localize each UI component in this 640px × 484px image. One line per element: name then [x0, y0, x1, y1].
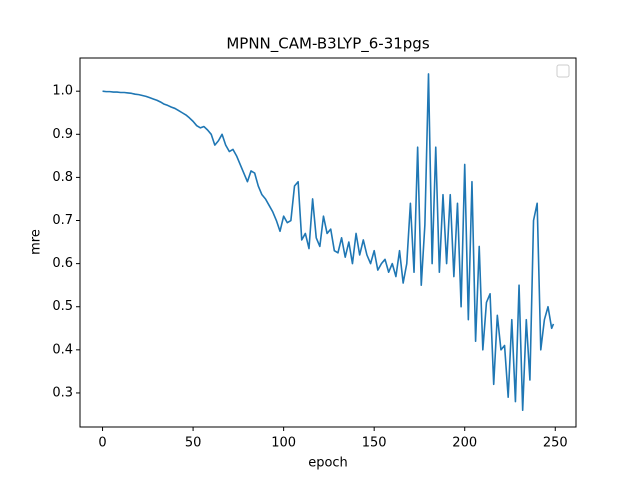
x-tick-label: 150 [362, 436, 387, 451]
y-tick-label: 0.6 [52, 256, 73, 271]
line-series [102, 73, 555, 411]
x-tick-label: 250 [543, 436, 568, 451]
x-tick-label: 100 [271, 436, 296, 451]
y-tick-label: 0.3 [52, 385, 73, 400]
plot-frame [79, 57, 577, 428]
x-axis-label: epoch [308, 456, 348, 471]
x-tick-label: 0 [98, 436, 106, 451]
legend [556, 64, 570, 78]
y-tick-label: 0.8 [52, 170, 73, 185]
y-tick-label: 0.9 [52, 127, 73, 142]
y-tick-label: 0.7 [52, 213, 73, 228]
x-tick-label: 50 [185, 436, 202, 451]
x-tick-label: 200 [452, 436, 477, 451]
y-tick-label: 1.0 [52, 84, 73, 99]
y-axis-label: mre [29, 229, 44, 255]
y-tick-label: 0.5 [52, 299, 73, 314]
y-tick-label: 0.4 [52, 342, 73, 357]
chart-title: MPNN_CAM-B3LYP_6-31pgs [226, 35, 429, 54]
